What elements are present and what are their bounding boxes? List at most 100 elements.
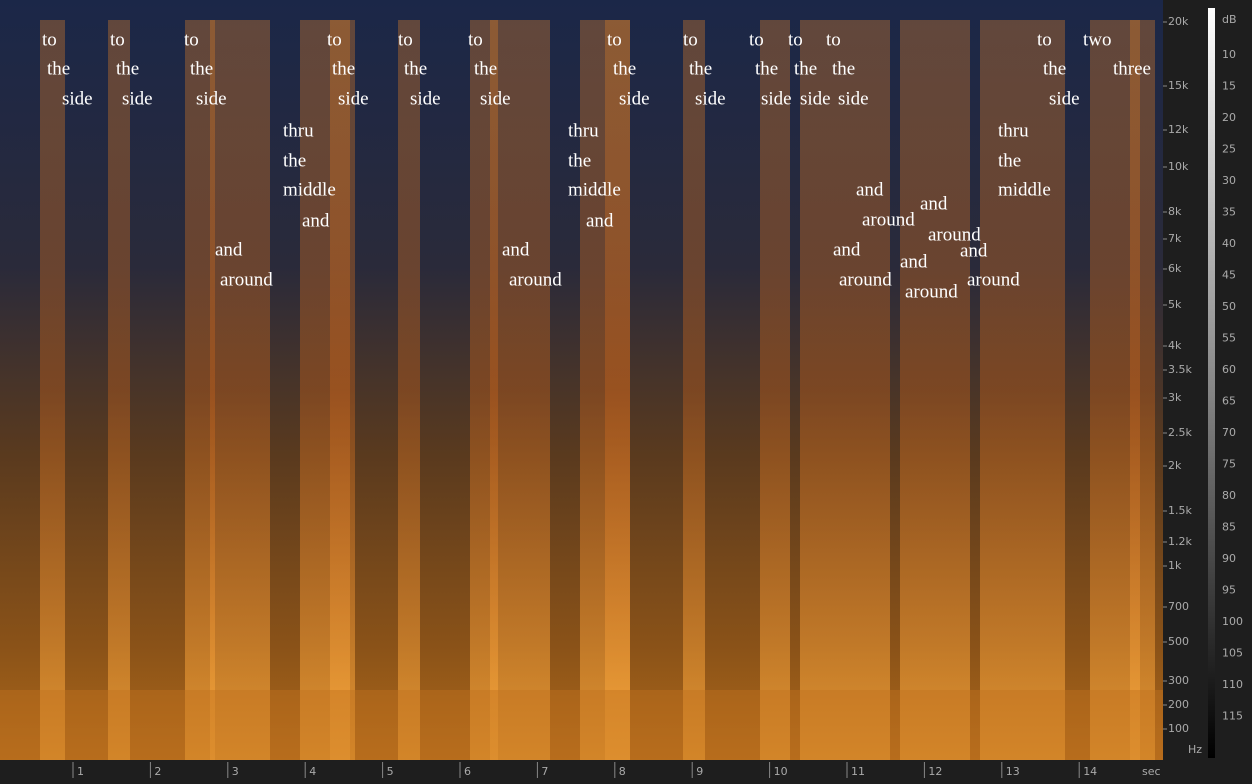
time-tick-label: 5 [387,765,394,778]
time-axis-panel [0,760,1163,784]
annotation-word: the [689,58,712,79]
annotation-word: to [184,29,199,50]
freq-tick-label: 8k [1168,205,1182,218]
db-tick-label: 15 [1222,80,1236,93]
annotation-word: middle [568,179,621,200]
time-tick-label: 4 [309,765,316,778]
freq-tick-label: 4k [1168,339,1182,352]
energy-band [760,20,790,760]
annotation-word: to [327,29,342,50]
time-tick-label: 7 [541,765,548,778]
db-tick-label: 105 [1222,647,1243,660]
speech-energy [0,20,1163,760]
energy-band [800,20,830,760]
annotation-word: around [967,269,1020,290]
time-tick-label: 10 [774,765,788,778]
axis-panel [1163,0,1252,784]
db-tick-label: 55 [1222,332,1236,345]
energy-band [900,20,970,760]
freq-tick-label: 3.5k [1168,363,1192,376]
annotation-word: side [62,88,93,109]
annotation-word: thru [998,120,1029,141]
annotation-word: to [683,29,698,50]
annotation-word: thru [568,120,599,141]
annotation-word: the [998,150,1021,171]
energy-band [980,20,1040,760]
annotation-word: side [695,88,726,109]
annotation-word: side [122,88,153,109]
annotation-word: side [338,88,369,109]
annotation-word: and [215,239,243,260]
annotation-word: the [332,58,355,79]
freq-tick-label: 20k [1168,15,1189,28]
db-tick-label: 95 [1222,584,1236,597]
energy-band [683,20,705,760]
annotation-word: and [960,240,988,261]
freq-tick-label: 200 [1168,698,1189,711]
db-tick-label: 85 [1222,521,1236,534]
annotation-word: side [838,88,869,109]
annotation-word: around [928,224,981,245]
annotation-word: to [398,29,413,50]
time-tick-label: 3 [232,765,239,778]
annotation-word: around [220,269,273,290]
annotation-word: side [480,88,511,109]
annotation-word: the [283,150,306,171]
db-tick-label: 25 [1222,143,1236,156]
time-unit: sec [1142,765,1161,778]
energy-band [40,20,65,760]
db-tick-label: 40 [1222,237,1236,250]
db-tick-label: 20 [1222,111,1236,124]
annotation-word: the [755,58,778,79]
freq-tick-label: 2.5k [1168,426,1192,439]
annotation-word: two [1083,29,1112,50]
energy-band [605,20,630,760]
db-tick-label: 35 [1222,206,1236,219]
db-tick-label: 10 [1222,48,1236,61]
freq-tick-label: 500 [1168,635,1189,648]
time-tick-label: 2 [154,765,161,778]
db-tick-label: 60 [1222,363,1236,376]
annotation-word: the [116,58,139,79]
db-tick-label: 70 [1222,426,1236,439]
annotation-word: side [800,88,831,109]
freq-tick-label: 10k [1168,160,1189,173]
energy-band [830,20,890,760]
annotation-word: the [190,58,213,79]
annotation-word: the [404,58,427,79]
annotation-word: and [920,193,948,214]
annotation-word: the [47,58,70,79]
freq-tick-label: 1.5k [1168,504,1192,517]
annotation-word: thru [283,120,314,141]
db-tick-label: 45 [1222,269,1236,282]
freq-tick-label: 15k [1168,79,1189,92]
energy-band [1130,20,1155,760]
annotation-word: around [509,269,562,290]
db-unit: dB [1222,13,1237,26]
annotation-word: side [410,88,441,109]
freq-tick-label: 5k [1168,298,1182,311]
time-tick-label: 8 [619,765,626,778]
db-tick-label: 80 [1222,489,1236,502]
annotation-word: around [839,269,892,290]
time-tick-label: 12 [928,765,942,778]
annotation-word: the [832,58,855,79]
annotation-word: to [42,29,57,50]
db-tick-label: 30 [1222,174,1236,187]
freq-tick-label: 2k [1168,459,1182,472]
annotation-word: side [196,88,227,109]
annotation-word: to [826,29,841,50]
annotation-word: around [862,209,915,230]
energy-band [330,20,355,760]
time-tick-label: 11 [851,765,865,778]
db-tick-label: 75 [1222,458,1236,471]
freq-unit: Hz [1188,743,1202,756]
freq-tick-label: 12k [1168,123,1189,136]
time-tick-label: 6 [464,765,471,778]
freq-tick-label: 1k [1168,559,1182,572]
energy-band [1040,20,1065,760]
annotation-word: and [302,210,330,231]
annotation-word: middle [998,179,1051,200]
freq-tick-label: 7k [1168,232,1182,245]
